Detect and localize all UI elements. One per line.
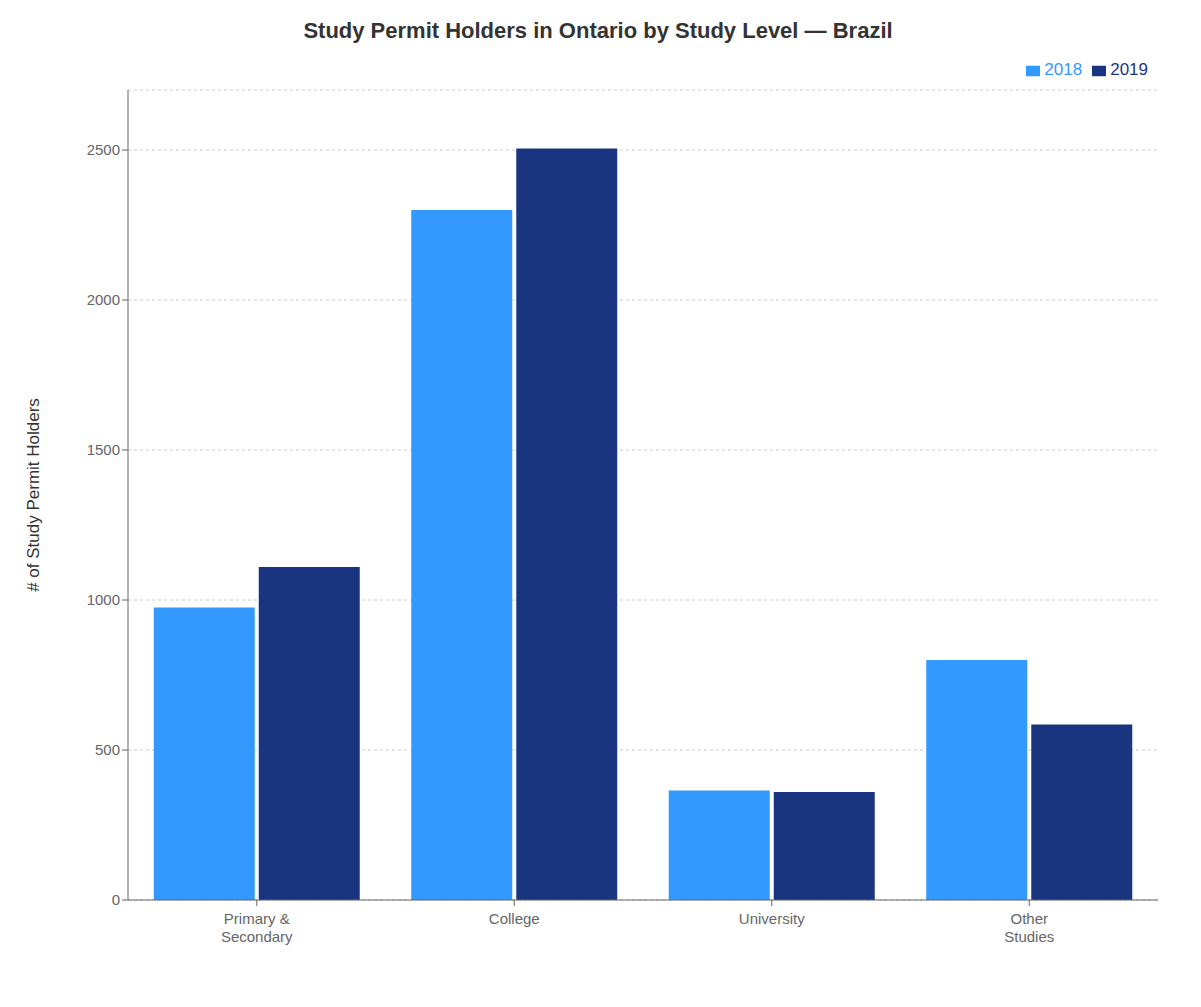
svg-text:Primary &Secondary: Primary &Secondary	[221, 910, 293, 945]
svg-text:1000: 1000	[87, 591, 120, 608]
svg-text:2000: 2000	[87, 291, 120, 308]
svg-text:University: University	[739, 910, 805, 927]
html-text:2019: 2019	[1110, 60, 1148, 79]
svg-text:College: College	[489, 910, 540, 927]
svg-text:OtherStudies: OtherStudies	[1004, 910, 1054, 945]
html-text:Study Permit Holders in Ontari: Study Permit Holders in Ontario by Study…	[303, 18, 893, 43]
svg-text:500: 500	[95, 741, 120, 758]
svg-text:# of Study Permit Holders: # of Study Permit Holders	[24, 398, 43, 592]
svg-text:2500: 2500	[87, 141, 120, 158]
svg-text:0: 0	[112, 891, 120, 908]
svg-text:1500: 1500	[87, 441, 120, 458]
html-text:2018: 2018	[1044, 60, 1083, 79]
